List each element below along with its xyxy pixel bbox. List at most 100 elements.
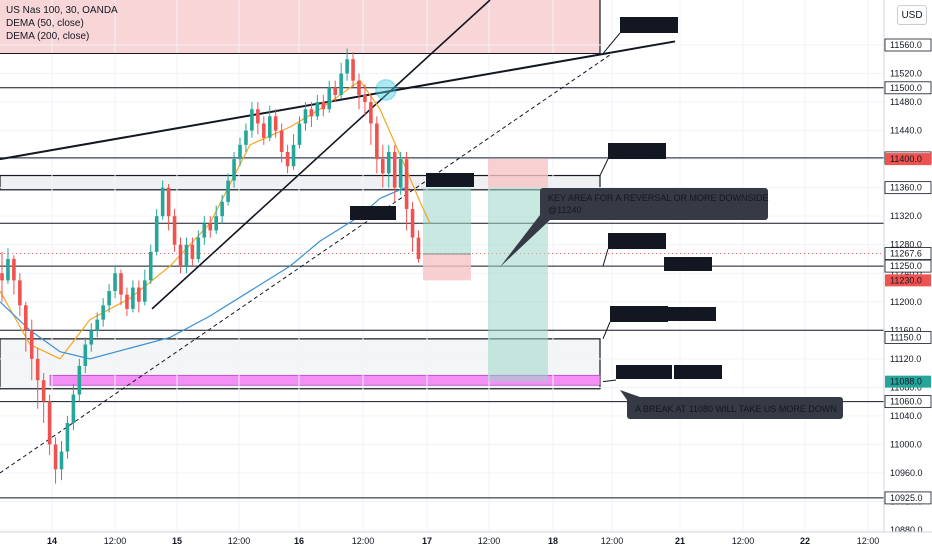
candle-body — [202, 223, 207, 238]
price-tick-label: 11480.0 — [890, 97, 922, 107]
candle-body — [77, 365, 82, 395]
candle-body — [327, 87, 332, 110]
sell-tp1-tag-bg — [664, 257, 712, 271]
candle-body — [398, 159, 403, 188]
candle-body — [24, 305, 28, 331]
candle-body — [357, 80, 361, 95]
candle-body — [351, 59, 355, 81]
key-area-callout — [540, 188, 768, 220]
callout-pointer — [500, 215, 550, 267]
symbol-title: US Nas 100, 30, OANDA — [6, 5, 118, 16]
candle-body — [59, 451, 64, 470]
candle-body — [137, 287, 141, 302]
dema50-line — [0, 79, 431, 360]
price-label-11380: 11380.0 — [621, 147, 653, 157]
candle-body — [262, 123, 266, 138]
buy-tp2-tag-bg — [426, 173, 474, 187]
price-marker-label: 11560.0 — [890, 40, 922, 50]
price-marker — [884, 38, 932, 52]
price-marker — [884, 491, 932, 505]
buy-tp1-tag-bg — [350, 206, 396, 220]
candle-body — [279, 130, 284, 152]
key-area-text-1: KEY AREA FOR A REVERSAL OR MORE DOWNSIDE — [548, 193, 769, 203]
dema50-legend: DEMA (50, close) — [6, 18, 84, 29]
connector — [602, 248, 609, 267]
candle-body — [345, 59, 349, 74]
candle-body — [309, 109, 314, 117]
candle-body — [101, 305, 105, 320]
price-marker — [884, 81, 932, 95]
break-pointer — [620, 390, 640, 400]
candle-body — [172, 216, 177, 245]
price-label-11250-bg — [608, 233, 666, 249]
candle-body — [256, 109, 260, 124]
candle-body — [392, 151, 397, 188]
price-tick-label: 11320.0 — [890, 211, 922, 221]
price-marker — [885, 153, 931, 166]
candle-body — [375, 123, 379, 160]
price-tick-label: 11520.0 — [890, 69, 922, 79]
candle-body — [369, 102, 373, 124]
candle-body — [119, 273, 123, 295]
break-callout — [627, 397, 843, 419]
candle-body — [107, 291, 111, 306]
candle-body — [131, 287, 135, 309]
chart-legend: US Nas 100, 30, OANDA DEMA (50, close) D… — [6, 4, 118, 43]
currency-button[interactable]: USD — [897, 5, 927, 25]
price-marker-label: 11360.0 — [890, 183, 922, 193]
price-tick-label: 10960.0 — [890, 468, 923, 478]
price-tick-label: 11240.0 — [890, 268, 922, 278]
sell-tp3-tag: SELL TP 3 — [677, 367, 720, 377]
dema200-legend: DEMA (200, close) — [6, 31, 90, 42]
price-tick-label: 11200.0 — [890, 297, 922, 307]
price-marker — [885, 375, 931, 388]
time-axis-bg — [0, 532, 932, 550]
candle-body — [178, 244, 183, 267]
time-tick-label: 15 — [172, 536, 182, 546]
candle-body — [321, 102, 326, 110]
price-marker-label: 11150.0 — [890, 332, 921, 342]
time-tick-label: 18 — [548, 536, 558, 546]
candle-body — [267, 116, 272, 138]
highlight-circle — [375, 79, 397, 101]
connector — [602, 321, 611, 340]
price-tick-label: 11440.0 — [890, 126, 922, 136]
candle-body — [65, 423, 70, 452]
candle-body — [47, 401, 52, 445]
candle-body — [125, 294, 129, 309]
candle-body — [232, 159, 236, 181]
price-marker — [884, 259, 932, 273]
trendline-rising — [151, 0, 491, 310]
price-label-11250: 11250.0 — [621, 237, 653, 247]
price-marker — [884, 247, 932, 260]
time-tick-label: 12:00 — [732, 536, 755, 546]
candle-body — [238, 144, 242, 160]
candle-body — [196, 237, 201, 259]
candle-body — [416, 237, 421, 259]
candle-body — [339, 73, 343, 95]
candle-body — [226, 180, 230, 202]
candle-body — [113, 273, 117, 292]
price-marker-label: 11230.0 — [890, 275, 922, 285]
time-tick-label: 12:00 — [104, 536, 127, 546]
price-tick-label: 11160.0 — [890, 325, 921, 335]
price-tick-label: 11280.0 — [890, 240, 922, 250]
time-tick-label: 12:00 — [352, 536, 375, 546]
connector — [602, 379, 617, 383]
candle-body — [18, 280, 22, 306]
candle-body — [83, 344, 88, 366]
candle-body — [303, 109, 308, 124]
price-marker-label: 11267.6 — [890, 249, 922, 259]
price-marker-label: 11500.0 — [890, 83, 922, 93]
candle-body — [315, 102, 320, 117]
candle-body — [244, 130, 248, 145]
sell-tp2-tag: SELL TP 2 — [669, 309, 712, 319]
candle-body — [160, 187, 165, 217]
candle-body — [154, 216, 159, 252]
candle-body — [41, 380, 46, 402]
sell-tp3-tag-bg — [674, 365, 722, 379]
long-position-profit — [423, 187, 471, 254]
market-gap-tag: market gap — [621, 367, 666, 377]
